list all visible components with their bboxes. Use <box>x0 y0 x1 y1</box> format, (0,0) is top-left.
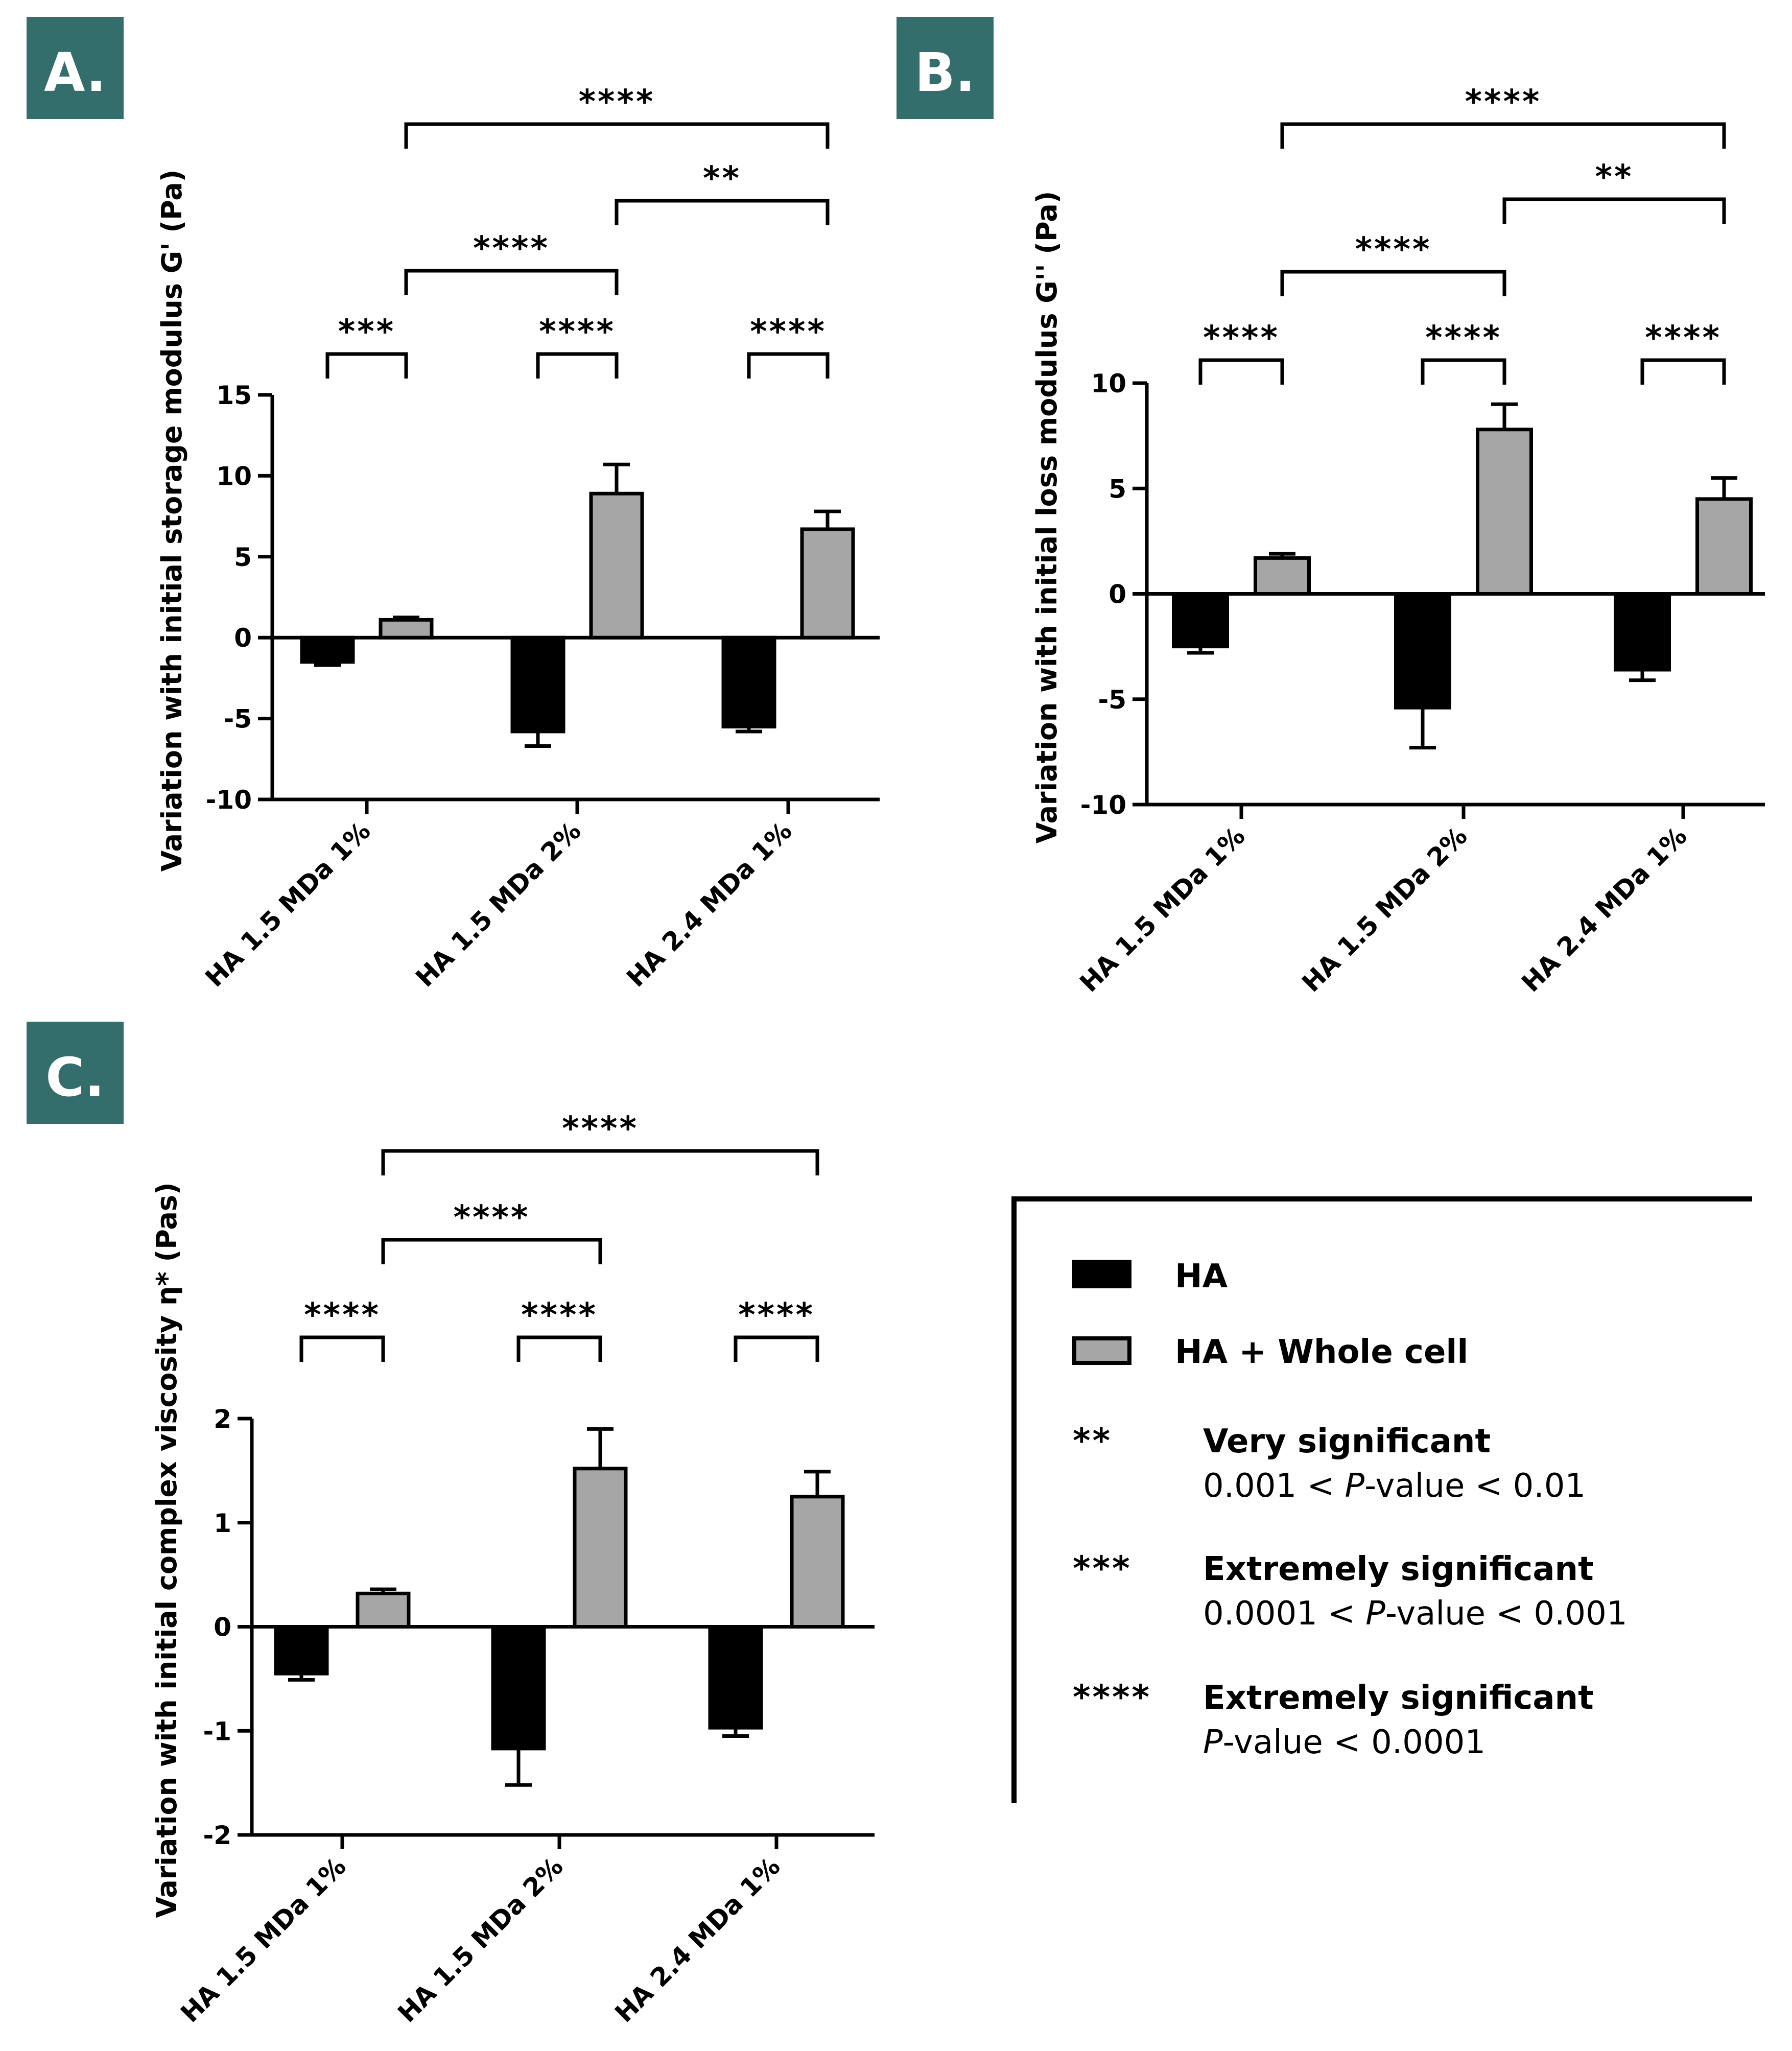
panel-c-letter: C. <box>45 1046 105 1109</box>
panel-b-letter: B. <box>915 41 976 104</box>
panel-b-sig-stars-5: **** <box>1465 83 1542 121</box>
panel-a-y-tick-label: 10 <box>216 461 252 491</box>
panel-a-sig-stars-3: **** <box>473 230 550 268</box>
panel-a-sig-bracket-1 <box>536 352 619 379</box>
panel-a-y-tick-label: 5 <box>234 543 252 572</box>
panel-c-y-tick-label: 1 <box>214 1508 231 1538</box>
panel-b-sig-bracket-0 <box>1198 358 1284 385</box>
legend-p-very-significant: 0.001 < P-value < 0.01 <box>1203 1467 1586 1505</box>
panel-b-sig-bracket-1 <box>1421 358 1506 385</box>
legend-label-ha: HA <box>1175 1258 1228 1295</box>
panel-a-bar-ha-0 <box>300 635 355 664</box>
panel-a-y-tick-label: 0 <box>234 623 252 653</box>
panel-a-sig-stars-2: **** <box>750 313 827 351</box>
legend-label-ha-whole-cell: HA + Whole cell <box>1175 1333 1468 1371</box>
panel-a-sig-bracket-2 <box>747 352 830 379</box>
panel-c-sig-bracket-3 <box>381 1238 602 1264</box>
panel-c-sig-bracket-2 <box>734 1335 819 1362</box>
panel-a-sig-stars-5: **** <box>579 83 655 121</box>
panel-c-badge <box>27 1022 124 1124</box>
panel-a-sig-stars-4: ** <box>703 160 741 198</box>
panel-b-sig-stars-2: **** <box>1645 319 1722 357</box>
panel-c-y-tick-label: -2 <box>203 1821 231 1850</box>
panel-c-sig-stars-3: **** <box>454 1199 530 1237</box>
panel-b-y-tick-label: 5 <box>1109 474 1126 504</box>
legend-symbol-extremely-significant-3: *** <box>1073 1549 1132 1588</box>
legend-title-extremely-significant-4: Extremely significant <box>1203 1679 1594 1717</box>
legend-symbol-very-significant: ** <box>1073 1421 1112 1460</box>
panel-c-bar-ha-0 <box>274 1625 329 1676</box>
panel-a-sig-bracket-4 <box>615 199 830 225</box>
legend-symbol-extremely-significant-4: **** <box>1073 1678 1151 1717</box>
panel-a-bar-ha-2 <box>721 635 776 728</box>
panel-a-bar-ha-whole-cell-0 <box>379 618 434 640</box>
panel-b-y-axis-title: Variation with initial loss modulus G'' … <box>1031 191 1063 844</box>
panel-a-y-tick-label: -10 <box>206 785 252 815</box>
panel-a-bar-ha-whole-cell-1 <box>589 491 644 640</box>
panel-b-sig-bracket-2 <box>1640 358 1726 385</box>
panel-a-y-tick-label: -5 <box>223 704 252 734</box>
panel-a-sig-bracket-0 <box>325 352 408 379</box>
panel-b-y-tick-label: -10 <box>1080 790 1126 820</box>
panel-b-bar-ha-1 <box>1394 592 1451 710</box>
panel-b-sig-stars-1: **** <box>1425 319 1502 357</box>
panel-b-bar-ha-whole-cell-2 <box>1695 497 1753 596</box>
panel-c-y-tick-label: 0 <box>214 1613 231 1642</box>
panel-a-sig-bracket-3 <box>404 269 619 295</box>
legend-p-extremely-significant-4: P-value < 0.0001 <box>1203 1724 1486 1761</box>
panel-c-y-tick-label: 2 <box>214 1404 231 1434</box>
panel-c-bar-ha-whole-cell-2 <box>790 1495 845 1629</box>
panel-a-bar-ha-1 <box>510 635 565 734</box>
panel-b-sig-stars-4: ** <box>1595 158 1634 196</box>
legend-swatch-ha-whole-cell <box>1072 1336 1131 1365</box>
panel-b-sig-bracket-3 <box>1280 270 1506 296</box>
panel-b-badge <box>897 17 994 119</box>
panel-c-sig-bracket-0 <box>299 1335 385 1362</box>
panel-c-y-tick-label: -1 <box>203 1716 231 1746</box>
legend-title-very-significant: Very significant <box>1203 1423 1491 1460</box>
panel-a-letter: A. <box>44 41 106 104</box>
legend-p-extremely-significant-3: 0.0001 < P-value < 0.001 <box>1203 1595 1628 1633</box>
panel-b-y-tick-label: 0 <box>1109 580 1126 609</box>
panel-a-sig-bracket-5 <box>404 122 830 149</box>
panel-a-sig-stars-1: **** <box>539 313 616 351</box>
panel-c-sig-bracket-4 <box>381 1149 819 1175</box>
panel-b-sig-bracket-5 <box>1280 122 1726 149</box>
panel-c-sig-stars-1: **** <box>521 1296 598 1334</box>
panel-a-bar-ha-whole-cell-2 <box>800 527 855 640</box>
panel-a-y-axis-title: Variation with initial storage modulus G… <box>156 170 188 872</box>
panel-b-y-tick-label: 10 <box>1091 369 1126 398</box>
panel-b-sig-stars-0: **** <box>1203 319 1280 357</box>
legend-swatch-ha <box>1072 1260 1131 1288</box>
panel-c-bar-ha-whole-cell-1 <box>573 1467 628 1629</box>
panel-b-bar-ha-0 <box>1172 592 1229 649</box>
panel-c-sig-stars-2: **** <box>738 1296 815 1334</box>
panel-b-bar-ha-whole-cell-0 <box>1254 556 1311 596</box>
panel-b-sig-stars-3: **** <box>1355 231 1432 269</box>
panel-c-sig-stars-4: **** <box>562 1110 639 1148</box>
panel-a-y-tick-label: 15 <box>216 381 252 410</box>
panel-b-bar-ha-2 <box>1614 592 1671 672</box>
panel-c-bar-ha-whole-cell-0 <box>356 1591 411 1629</box>
panel-b-y-tick-label: -5 <box>1098 685 1126 715</box>
panel-a-badge <box>27 17 124 119</box>
panel-c-bar-ha-2 <box>708 1625 763 1730</box>
panel-b-sig-bracket-4 <box>1502 197 1726 224</box>
panel-a-sig-stars-0: *** <box>338 313 395 351</box>
panel-c-y-axis-title: Variation with initial complex viscosity… <box>151 1182 183 1918</box>
panel-c-sig-bracket-1 <box>516 1335 602 1362</box>
panel-b-bar-ha-whole-cell-1 <box>1476 428 1533 596</box>
panel-c-bar-ha-1 <box>491 1625 546 1751</box>
legend: HA HA + Whole cell ** Very significant 0… <box>1011 1196 1752 1803</box>
panel-c-sig-stars-0: **** <box>304 1296 381 1334</box>
legend-title-extremely-significant-3: Extremely significant <box>1203 1550 1594 1588</box>
